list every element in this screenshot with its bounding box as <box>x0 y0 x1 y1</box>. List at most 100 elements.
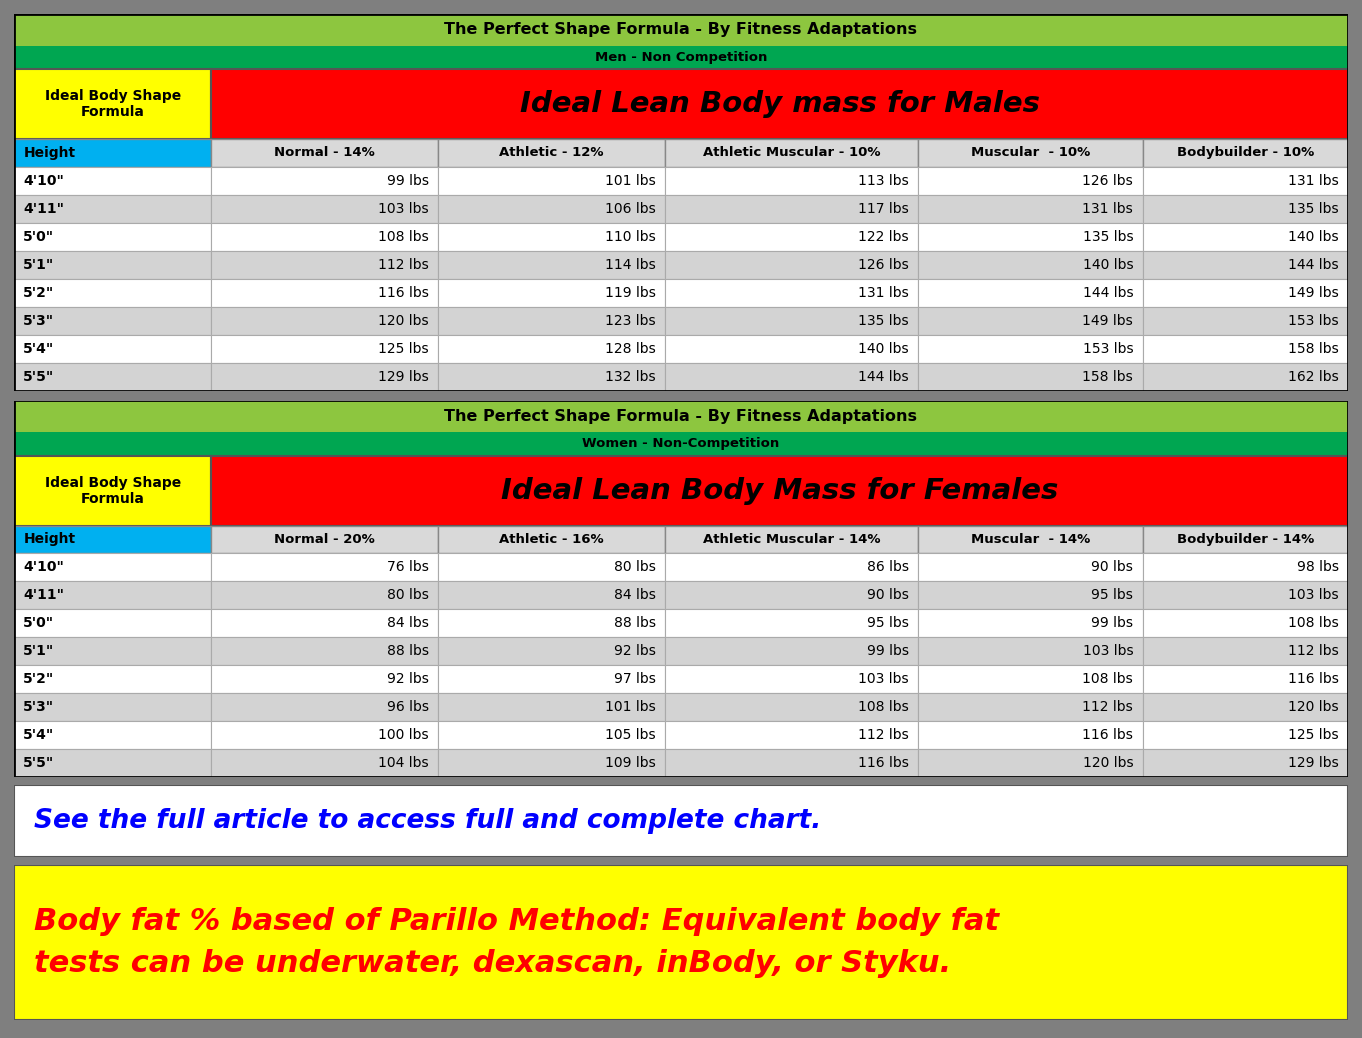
FancyBboxPatch shape <box>918 278 1143 306</box>
FancyBboxPatch shape <box>211 581 439 609</box>
Text: 131 lbs: 131 lbs <box>858 285 908 300</box>
Text: 116 lbs: 116 lbs <box>379 285 429 300</box>
FancyBboxPatch shape <box>14 637 211 665</box>
FancyBboxPatch shape <box>14 785 1348 857</box>
FancyBboxPatch shape <box>918 581 1143 609</box>
FancyBboxPatch shape <box>14 362 211 390</box>
FancyBboxPatch shape <box>1143 362 1348 390</box>
FancyBboxPatch shape <box>665 223 918 250</box>
FancyBboxPatch shape <box>439 362 665 390</box>
FancyBboxPatch shape <box>665 581 918 609</box>
Text: 5'0": 5'0" <box>23 229 54 244</box>
Text: 5'5": 5'5" <box>23 756 54 770</box>
FancyBboxPatch shape <box>439 223 665 250</box>
Text: 114 lbs: 114 lbs <box>605 257 655 272</box>
Text: Bodybuilder - 14%: Bodybuilder - 14% <box>1177 532 1314 546</box>
Text: 103 lbs: 103 lbs <box>1288 589 1339 602</box>
Text: Height: Height <box>23 146 75 160</box>
Text: 5'2": 5'2" <box>23 285 54 300</box>
Text: 153 lbs: 153 lbs <box>1083 342 1133 356</box>
Text: 131 lbs: 131 lbs <box>1083 201 1133 216</box>
FancyBboxPatch shape <box>211 167 439 195</box>
FancyBboxPatch shape <box>918 665 1143 693</box>
Text: 126 lbs: 126 lbs <box>1083 173 1133 188</box>
Text: 113 lbs: 113 lbs <box>858 173 908 188</box>
Text: Normal - 20%: Normal - 20% <box>275 532 375 546</box>
FancyBboxPatch shape <box>439 250 665 278</box>
Text: Athletic Muscular - 14%: Athletic Muscular - 14% <box>703 532 880 546</box>
FancyBboxPatch shape <box>665 665 918 693</box>
FancyBboxPatch shape <box>1143 250 1348 278</box>
FancyBboxPatch shape <box>918 223 1143 250</box>
Text: 90 lbs: 90 lbs <box>868 589 908 602</box>
Text: 76 lbs: 76 lbs <box>387 561 429 574</box>
FancyBboxPatch shape <box>918 167 1143 195</box>
FancyBboxPatch shape <box>211 637 439 665</box>
FancyBboxPatch shape <box>211 721 439 749</box>
FancyBboxPatch shape <box>14 46 1348 70</box>
FancyBboxPatch shape <box>918 362 1143 390</box>
FancyBboxPatch shape <box>665 195 918 223</box>
FancyBboxPatch shape <box>665 362 918 390</box>
Text: 120 lbs: 120 lbs <box>1083 756 1133 770</box>
FancyBboxPatch shape <box>439 749 665 777</box>
Text: 98 lbs: 98 lbs <box>1297 561 1339 574</box>
Text: 92 lbs: 92 lbs <box>614 645 655 658</box>
Text: 132 lbs: 132 lbs <box>605 370 655 383</box>
Text: 106 lbs: 106 lbs <box>605 201 655 216</box>
Text: Bodybuilder - 10%: Bodybuilder - 10% <box>1177 146 1314 160</box>
FancyBboxPatch shape <box>665 250 918 278</box>
Text: 84 lbs: 84 lbs <box>387 617 429 630</box>
Text: 5'4": 5'4" <box>23 728 54 742</box>
FancyBboxPatch shape <box>14 609 211 637</box>
FancyBboxPatch shape <box>439 167 665 195</box>
FancyBboxPatch shape <box>918 637 1143 665</box>
FancyBboxPatch shape <box>1143 223 1348 250</box>
FancyBboxPatch shape <box>14 749 211 777</box>
Text: 112 lbs: 112 lbs <box>1288 645 1339 658</box>
Text: 135 lbs: 135 lbs <box>858 313 908 328</box>
Text: 108 lbs: 108 lbs <box>379 229 429 244</box>
Text: 131 lbs: 131 lbs <box>1288 173 1339 188</box>
FancyBboxPatch shape <box>1143 721 1348 749</box>
Text: 116 lbs: 116 lbs <box>1288 672 1339 686</box>
FancyBboxPatch shape <box>1143 553 1348 581</box>
FancyBboxPatch shape <box>665 749 918 777</box>
FancyBboxPatch shape <box>665 721 918 749</box>
FancyBboxPatch shape <box>211 609 439 637</box>
FancyBboxPatch shape <box>14 401 1348 432</box>
FancyBboxPatch shape <box>14 456 211 525</box>
Text: 103 lbs: 103 lbs <box>1083 645 1133 658</box>
Text: 5'2": 5'2" <box>23 672 54 686</box>
FancyBboxPatch shape <box>211 749 439 777</box>
FancyBboxPatch shape <box>1143 525 1348 553</box>
FancyBboxPatch shape <box>14 250 211 278</box>
FancyBboxPatch shape <box>211 456 1348 525</box>
FancyBboxPatch shape <box>211 223 439 250</box>
FancyBboxPatch shape <box>918 693 1143 721</box>
FancyBboxPatch shape <box>211 362 439 390</box>
FancyBboxPatch shape <box>14 195 211 223</box>
Text: 144 lbs: 144 lbs <box>1083 285 1133 300</box>
FancyBboxPatch shape <box>439 525 665 553</box>
FancyBboxPatch shape <box>918 553 1143 581</box>
FancyBboxPatch shape <box>439 581 665 609</box>
Text: Normal - 14%: Normal - 14% <box>275 146 375 160</box>
FancyBboxPatch shape <box>918 334 1143 362</box>
Text: 119 lbs: 119 lbs <box>605 285 655 300</box>
FancyBboxPatch shape <box>14 278 211 306</box>
Text: 112 lbs: 112 lbs <box>858 728 908 742</box>
FancyBboxPatch shape <box>211 139 439 167</box>
FancyBboxPatch shape <box>1143 637 1348 665</box>
Text: 158 lbs: 158 lbs <box>1288 342 1339 356</box>
FancyBboxPatch shape <box>439 553 665 581</box>
Text: Muscular  - 14%: Muscular - 14% <box>971 532 1090 546</box>
FancyBboxPatch shape <box>14 865 1348 1020</box>
Text: 123 lbs: 123 lbs <box>605 313 655 328</box>
FancyBboxPatch shape <box>439 139 665 167</box>
FancyBboxPatch shape <box>1143 334 1348 362</box>
FancyBboxPatch shape <box>918 721 1143 749</box>
FancyBboxPatch shape <box>14 139 211 167</box>
Text: 108 lbs: 108 lbs <box>1083 672 1133 686</box>
FancyBboxPatch shape <box>211 250 439 278</box>
